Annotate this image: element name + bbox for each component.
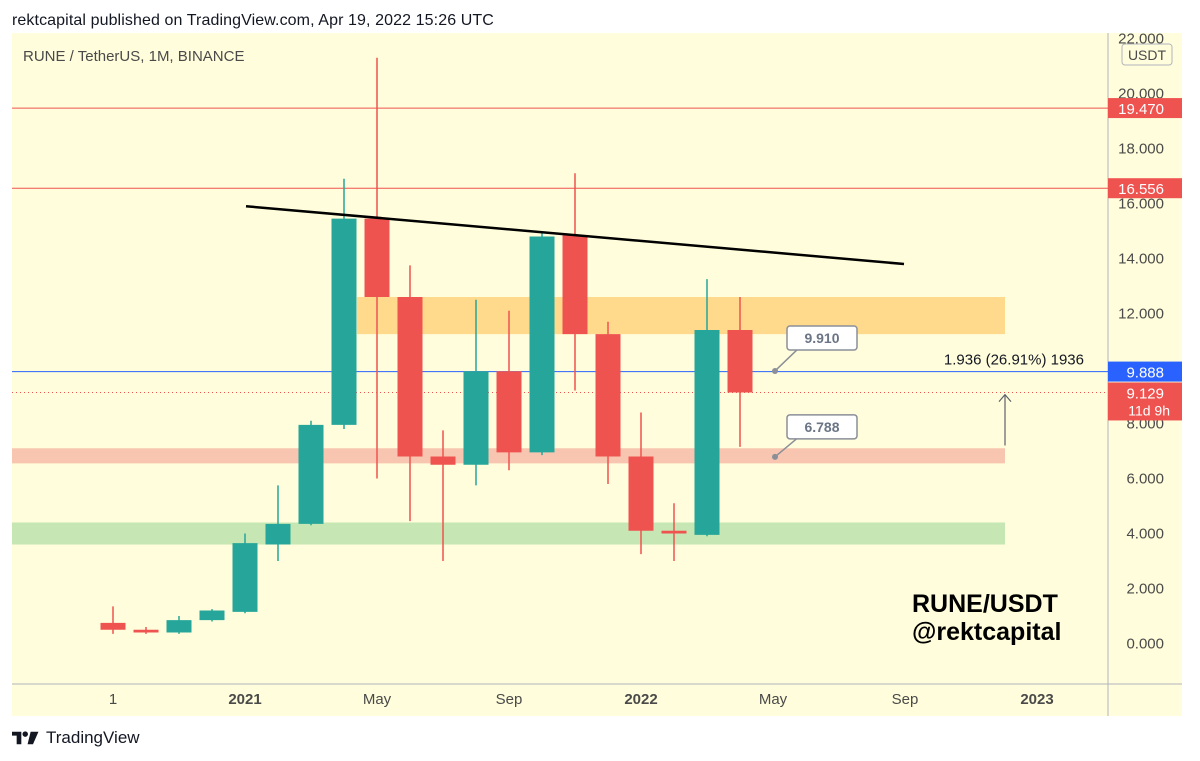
y-tick-16.000: 16.000 [1118,196,1164,213]
tradingview-logo-text: TradingView [46,728,140,747]
y-tick-4.000: 4.000 [1126,526,1164,543]
publish-info: rektcapital published on TradingView.com… [12,12,494,29]
brand-watermark: RUNE/USDT @rektcapital [912,590,1061,646]
callout-box-9.910 [786,325,858,351]
callout-pointer-9.910 [774,347,800,372]
candle-body-2022-02 [661,530,687,534]
current-price-text: 9.129 [1126,385,1164,402]
callout-label-6.788: 6.788 [804,419,839,435]
price-tag-9.888 [1108,361,1182,382]
countdown-text: 11d 9h [1128,402,1170,418]
x-tick-2021-1: 2021 [228,691,261,708]
measurement-label: 1.936 (26.91%) 1936 [944,352,1084,369]
candle-body-2021-11 [562,235,588,335]
y-tick-6.000: 6.000 [1126,471,1164,488]
price-tag-16.556 [1108,178,1182,199]
candle-body-2021-01 [232,543,258,612]
callout-anchor-6.788 [772,453,778,460]
candle-body-2021-05 [364,218,390,297]
candle-body-2022-03 [694,330,720,535]
candle-body-2020-10 [133,629,159,633]
candle-body-2021-07 [430,456,456,465]
resistance-zone [357,297,1005,335]
price-tag-text-16.556: 16.556 [1118,181,1164,198]
candle-body-2021-06 [397,297,423,457]
x-tick-May-2: May [363,691,392,708]
measure-arrow-head [998,393,1012,403]
candle-body-2020-09 [100,622,126,630]
price-tag-19.470 [1108,98,1182,119]
descending-trendline [245,205,905,266]
callout-pointer-6.788 [774,436,800,458]
tradingview-logo-icon [12,731,39,745]
y-tick-12.000: 12.000 [1118,306,1164,323]
y-tick-2.000: 2.000 [1126,581,1164,598]
price-tag-text-19.470: 19.470 [1118,101,1164,118]
support-zone-low-left [12,522,357,545]
tradingview-footer[interactable]: TradingView [12,728,140,748]
candle-body-2022-04 [727,330,753,393]
x-tick-Sep-6: Sep [892,691,919,708]
x-tick-May-5: May [759,691,788,708]
currency-badge: USDT [1128,47,1167,63]
x-tick-2022-4: 2022 [624,691,657,708]
callout-anchor-9.910 [772,367,778,374]
candle-body-2021-03 [298,424,324,524]
candle-body-2021-12 [595,334,621,457]
y-tick-14.000: 14.000 [1118,251,1164,268]
y-tick-0.000: 0.000 [1126,636,1164,653]
candle-body-2022-01 [628,456,654,531]
candle-body-2020-11 [166,620,192,633]
callout-label-9.910: 9.910 [804,330,839,346]
currency-badge-box [1121,43,1173,66]
y-tick-22.000: 22.000 [1118,31,1164,48]
y-tick-18.000: 18.000 [1118,141,1164,158]
price-tag-text-9.888: 9.888 [1126,365,1164,382]
x-tick-1-0: 1 [109,691,117,708]
brand-pair: RUNE/USDT [912,590,1058,618]
candle-body-2021-08 [463,371,489,465]
current-price-tag [1108,382,1182,421]
symbol-label: RUNE / TetherUS, 1M, BINANCE [23,48,245,65]
candle-body-2021-09 [496,371,522,453]
support-zone-mid-left [12,448,357,464]
callout-box-6.788 [786,414,858,440]
candle-body-2021-04 [331,218,357,425]
candle-body-2020-12 [199,610,225,621]
brand-handle: @rektcapital [912,618,1062,646]
candle-body-2021-10 [529,236,555,453]
x-tick-2023-7: 2023 [1020,691,1053,708]
x-tick-Sep-3: Sep [496,691,523,708]
candle-body-2021-02 [265,523,291,545]
